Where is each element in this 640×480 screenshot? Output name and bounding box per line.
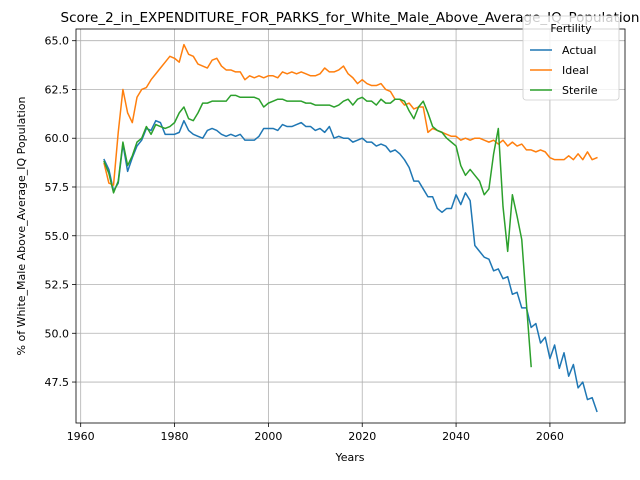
x-axis-ticks: 1960 1980 2000 2020 2040 2060	[67, 423, 564, 443]
legend-label: Sterile	[562, 84, 598, 97]
y-tick-label: 55.0	[45, 230, 70, 243]
y-tick-label: 47.5	[45, 376, 70, 389]
y-tick-label: 52.5	[45, 279, 70, 292]
legend-box	[522, 15, 620, 101]
y-tick-label: 60.0	[45, 132, 70, 145]
legend-item-sterile: Sterile	[530, 84, 598, 97]
x-tick-label: 2040	[442, 430, 470, 443]
legend-title: Fertility	[550, 22, 592, 35]
x-tick-label: 2060	[536, 430, 564, 443]
x-tick-label: 2020	[348, 430, 376, 443]
legend-label: Actual	[562, 44, 596, 57]
legend-label: Ideal	[562, 64, 589, 77]
y-tick-label: 57.5	[45, 181, 70, 194]
series-line-actual	[103, 119, 598, 413]
series-line-sterile	[103, 94, 532, 368]
legend-item-ideal: Ideal	[530, 64, 589, 77]
y-tick-label: 62.5	[45, 83, 70, 96]
y-tick-label: 50.0	[45, 327, 70, 340]
series-line-ideal	[103, 43, 598, 186]
x-axis-label: Years	[334, 451, 364, 464]
x-tick-label: 1960	[67, 430, 95, 443]
series-lines	[103, 43, 598, 413]
y-axis-ticks: 47.5 50.0 52.5 55.0 57.5 60.0 62.5 65.0	[45, 35, 76, 389]
y-tick-label: 65.0	[45, 35, 70, 48]
legend-item-actual: Actual	[530, 44, 596, 57]
plot-frame	[75, 28, 626, 424]
y-axis-label: % of White_Male Above_Average_IQ Populat…	[15, 96, 28, 355]
x-tick-label: 2000	[254, 430, 282, 443]
legend: Fertility Actual Ideal Sterile	[522, 15, 620, 101]
x-tick-label: 1980	[161, 430, 189, 443]
chart-title: Score_2_in_EXPENDITURE_FOR_PARKS_for_Whi…	[61, 10, 640, 26]
